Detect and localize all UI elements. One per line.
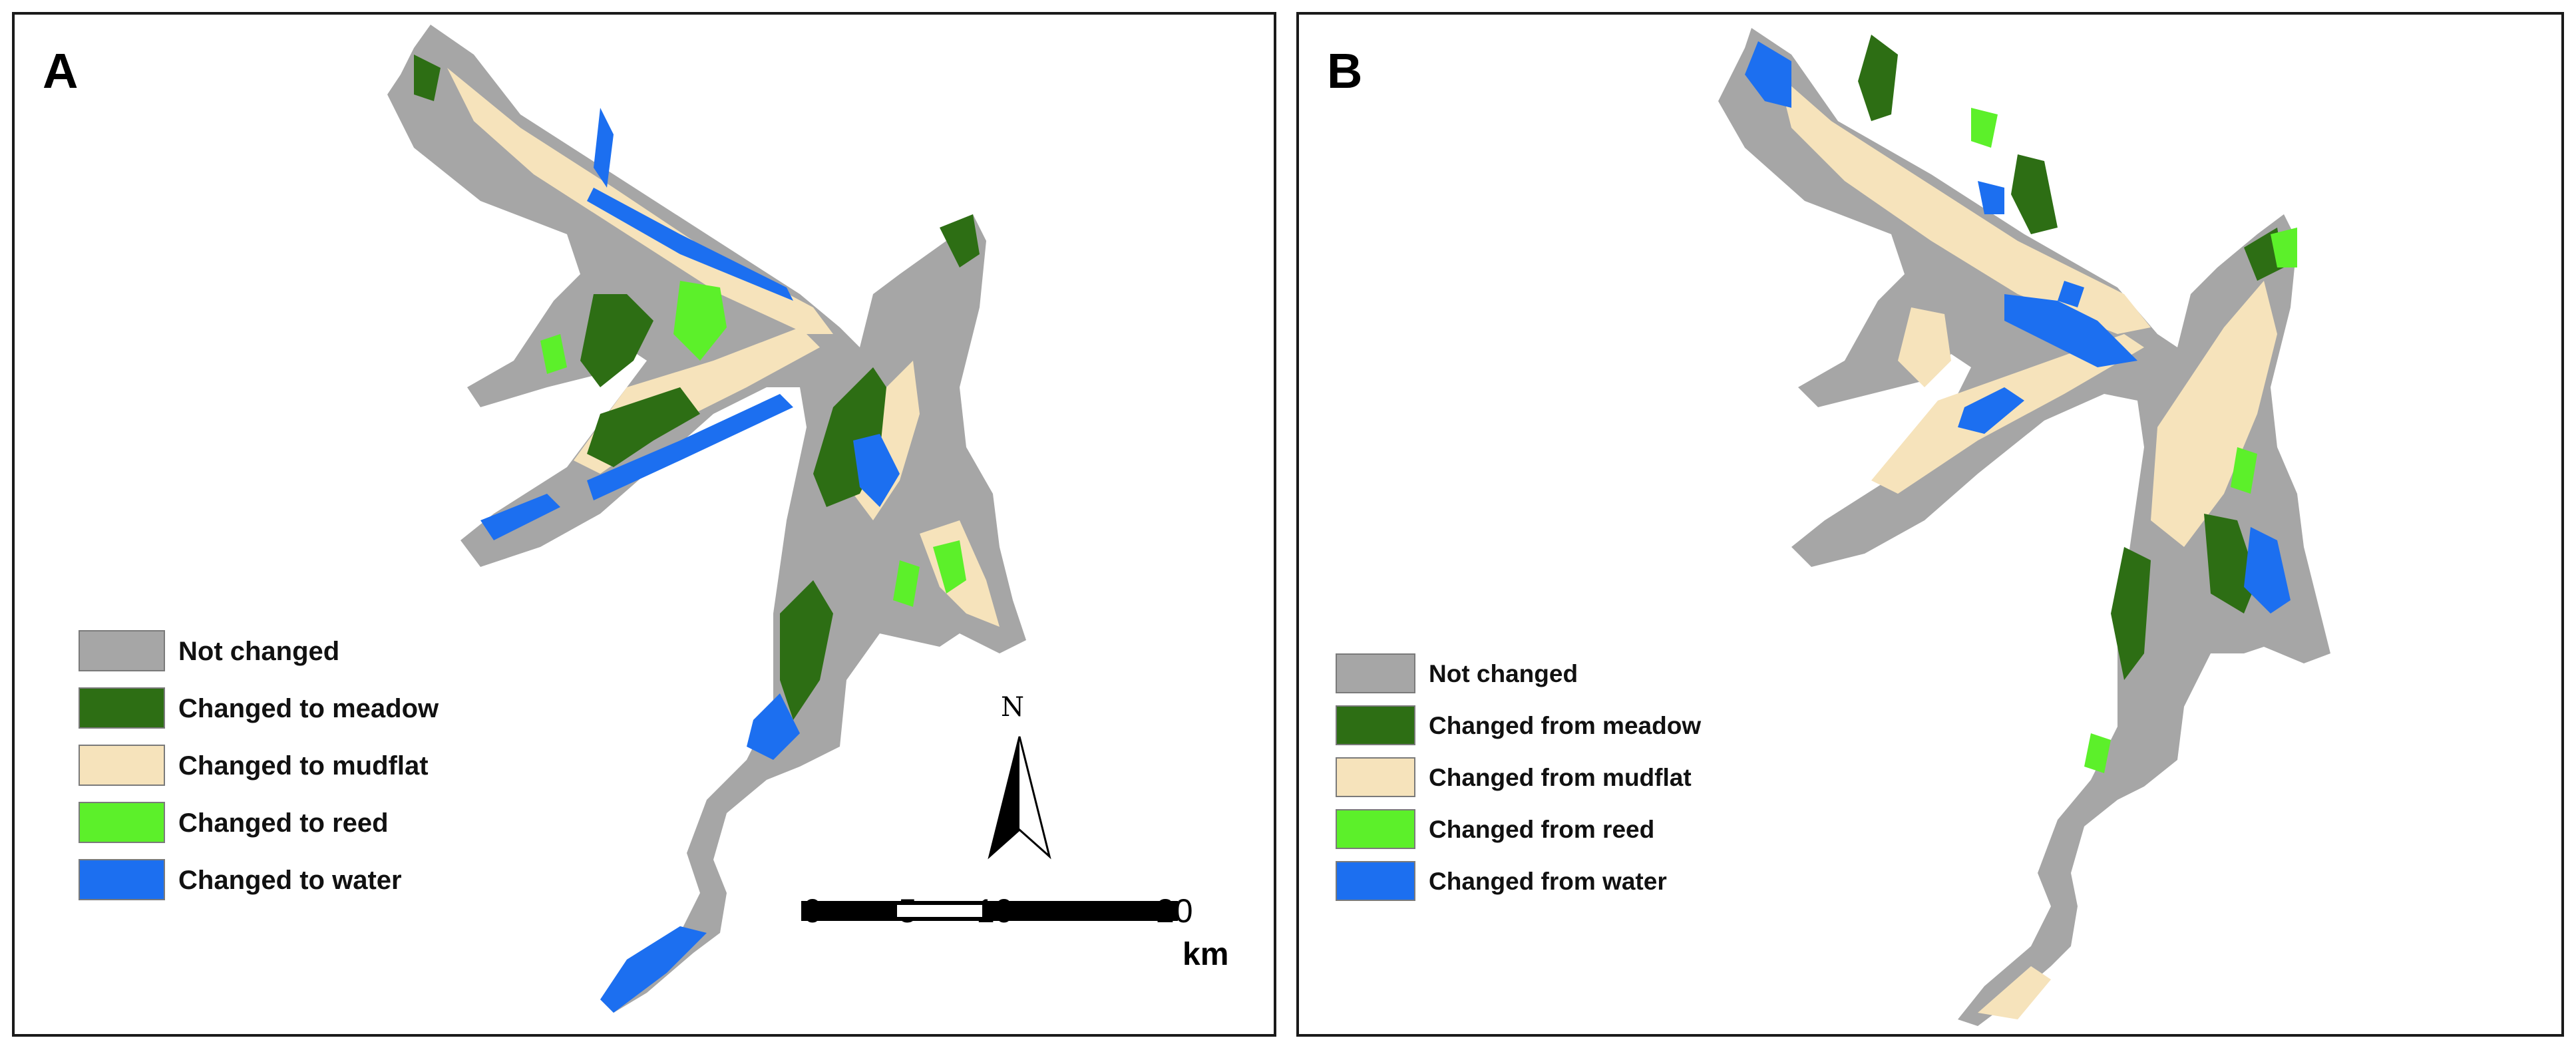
not-changed-area [387,25,1026,1013]
legend-swatch [1336,861,1415,901]
legend-swatch [79,859,165,900]
panel-letter: B [1327,43,1363,98]
legend-label: Changed to water [178,866,402,895]
north-arrow-icon [988,736,1051,860]
legend-swatch [1336,705,1415,745]
scale-unit-label: km [1183,937,1229,972]
legend-swatch [1336,809,1415,849]
legend-label: Changed to meadow [178,694,439,723]
scale-bar [801,901,1178,921]
map-panel-a: A Not changed Changed to meadow Changed … [12,12,1276,1037]
legend-label: Changed from meadow [1429,712,1702,739]
legend-swatch [1336,653,1415,693]
legend-label: Changed to mudflat [178,751,429,781]
panel-letter: A [43,43,79,98]
legend-label: Changed from mudflat [1429,764,1692,791]
legend-label: Not changed [1429,660,1578,687]
legend-label: Changed from water [1429,868,1667,895]
legend-swatch [79,745,165,786]
legend-label: Changed to reed [178,808,389,838]
legend-swatch [79,630,165,671]
wetland-map-b [1718,28,2330,1026]
legend-swatch [79,802,165,843]
legend-swatch [1336,757,1415,797]
map-panel-b: B Not changed Changed from meadow Change… [1296,12,2564,1037]
legend-label: Not changed [178,637,340,666]
wetland-map-a [387,25,1026,1013]
north-label: N [1001,692,1024,723]
legend-label: Changed from reed [1429,816,1655,843]
legend-swatch [79,687,165,729]
